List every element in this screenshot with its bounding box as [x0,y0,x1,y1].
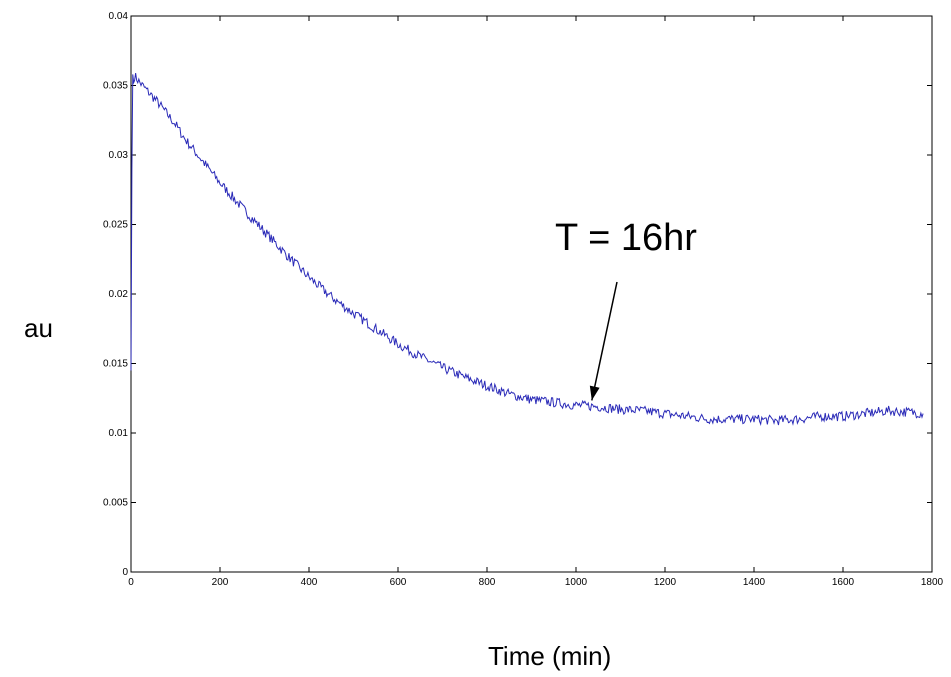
x-tick-label: 1600 [832,577,855,588]
series-line [130,72,924,426]
x-tick-label: 200 [212,577,229,588]
x-tick-label: 400 [301,577,318,588]
x-tick-label: 800 [479,577,496,588]
annotation-arrow [591,281,618,401]
y-axis: 0 0.005 0.01 0.015 0.02 0.025 0.03 0.035 0.04 [103,11,932,578]
x-tick-label: 1400 [743,577,766,588]
x-tick-label: 1200 [654,577,677,588]
y-tick-label: 0.005 [103,498,128,509]
x-axis: 0 200 400 600 800 1000 1200 1400 1600 1800 [128,16,944,588]
y-tick-label: 0.04 [109,11,129,22]
y-tick-label: 0 [122,567,128,578]
y-tick-label: 0.015 [103,359,128,370]
y-tick-label: 0.025 [103,220,128,231]
y-tick-label: 0.01 [109,428,129,439]
annotation-text: T = 16hr [555,217,697,259]
y-tick-label: 0.03 [109,150,129,161]
y-axis-label: au [24,313,53,343]
annotation-arrowhead [589,385,600,401]
x-tick-label: 600 [390,577,407,588]
y-tick-label: 0.035 [103,81,128,92]
x-tick-label: 0 [128,577,134,588]
x-axis-label: Time (min) [488,641,611,671]
y-tick-label: 0.02 [109,289,129,300]
x-tick-label: 1800 [921,577,944,588]
plot-area [130,15,933,573]
x-tick-label: 1000 [565,577,588,588]
